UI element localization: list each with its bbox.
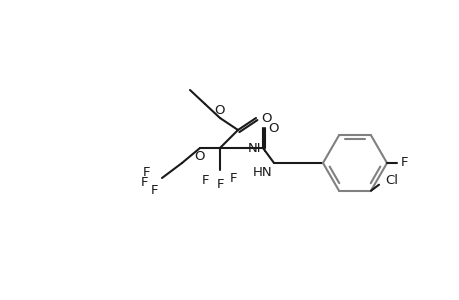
Text: O: O (194, 149, 205, 163)
Text: F: F (150, 184, 157, 196)
Text: F: F (230, 172, 237, 184)
Text: F: F (202, 173, 209, 187)
Text: HN: HN (252, 167, 271, 179)
Text: O: O (214, 104, 225, 118)
Text: F: F (400, 157, 408, 169)
Text: F: F (217, 178, 224, 190)
Text: F: F (142, 166, 150, 178)
Text: O: O (260, 112, 271, 124)
Text: NH: NH (247, 142, 267, 154)
Text: F: F (140, 176, 148, 188)
Text: O: O (268, 122, 278, 134)
Text: Cl: Cl (384, 174, 397, 187)
